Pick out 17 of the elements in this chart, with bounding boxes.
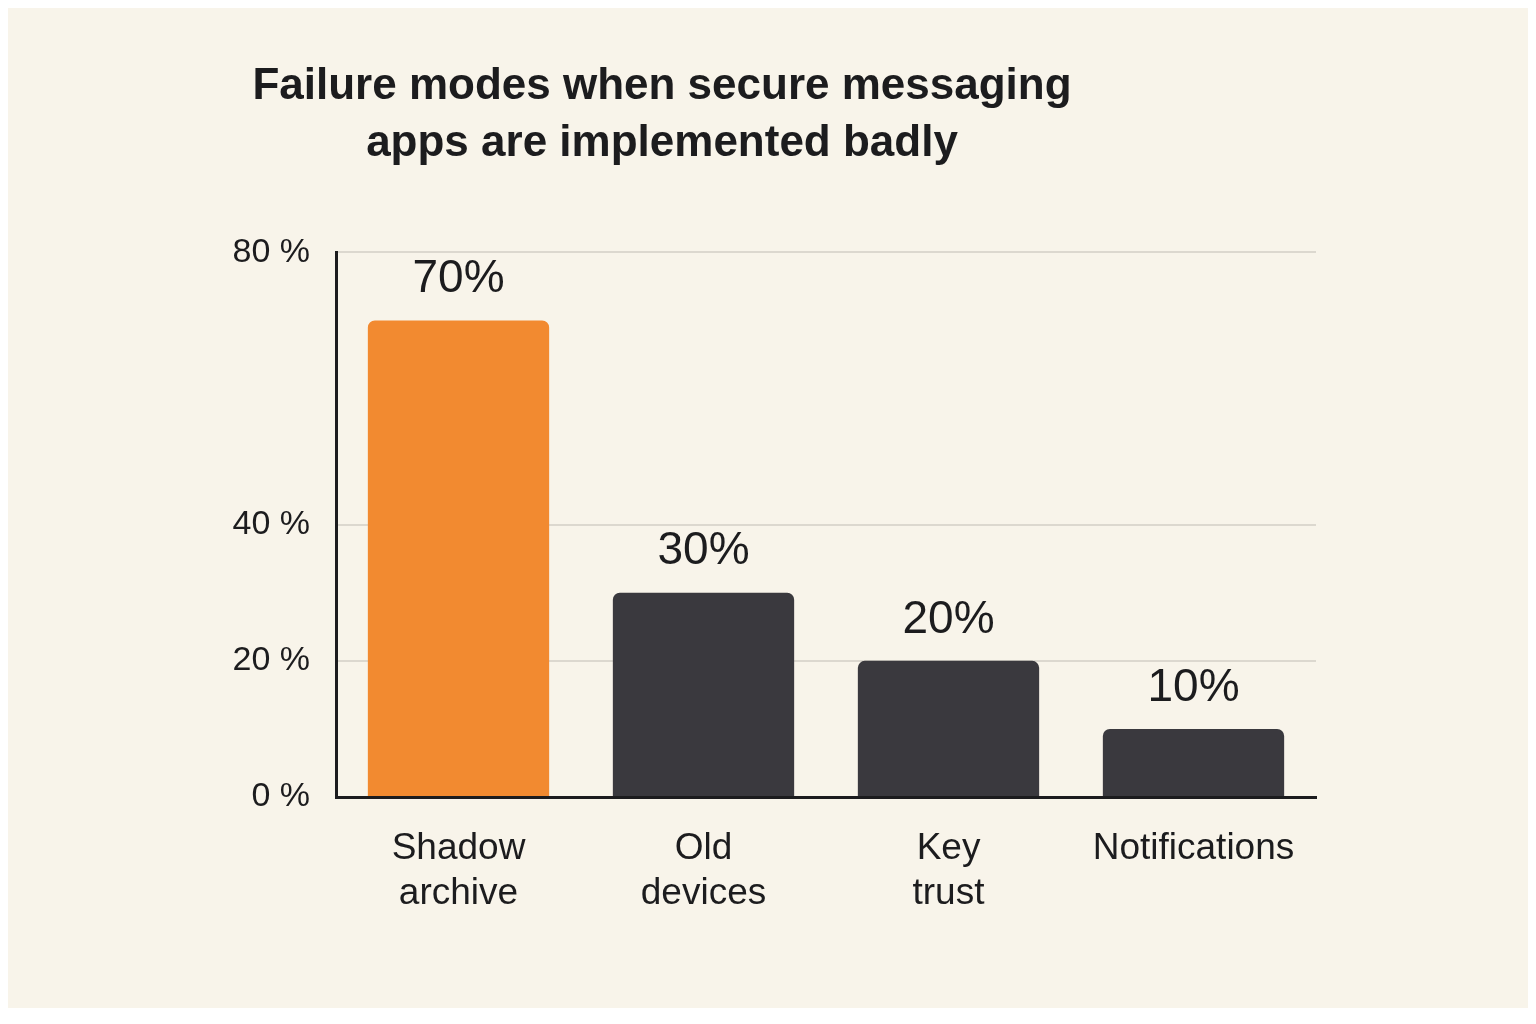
chart-title: Failure modes when secure messaging apps are implemented badly: [252, 58, 1072, 165]
x-tick-label: Old devices: [640, 826, 767, 912]
x-tick-label: Key trust: [912, 826, 986, 912]
y-tick-label: 0 %: [251, 775, 310, 814]
data-label: 70%: [412, 250, 505, 303]
x-tick-label: Notifications: [1092, 826, 1295, 868]
bar: [612, 592, 795, 796]
bar: [857, 660, 1040, 796]
data-label: 20%: [902, 590, 995, 643]
bar: [367, 320, 550, 796]
y-tick-label: 80 %: [232, 230, 310, 269]
data-label: 30%: [657, 522, 750, 575]
bar: [1102, 728, 1285, 796]
x-tick-label: Shadow archive: [391, 826, 526, 912]
y-tick-label: 20 %: [232, 639, 310, 678]
y-tick-label: 40 %: [232, 503, 310, 542]
data-label: 10%: [1147, 658, 1240, 711]
